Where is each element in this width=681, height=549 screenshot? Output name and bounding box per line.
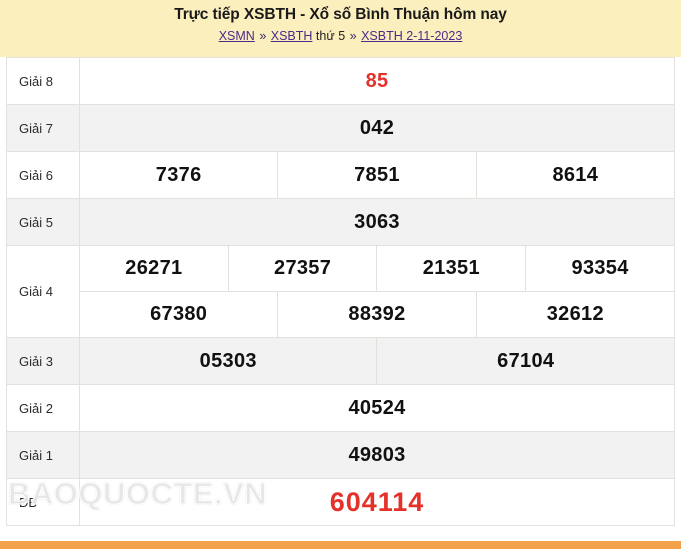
- prize-number-giai-6-1: 7376: [78, 151, 279, 199]
- table-row: ĐB 604114: [6, 478, 675, 526]
- prize-number-giai-4-2: 27357: [227, 245, 378, 292]
- bottom-accent-bar: [0, 541, 681, 549]
- prize-number-giai-5-1: 3063: [79, 198, 675, 246]
- page-header: Trực tiếp XSBTH - Xổ số Bình Thuận hôm n…: [0, 0, 681, 57]
- prize-label-giai-8: Giải 8: [6, 57, 80, 105]
- table-row: Giải 7 042: [6, 104, 675, 152]
- prize-number-giai-4-3: 21351: [376, 245, 527, 292]
- table-row: Giải 5 3063: [6, 198, 675, 246]
- prize-number-giai-3-1: 05303: [78, 337, 378, 385]
- prize-label-giai-3: Giải 3: [6, 337, 80, 385]
- prize-label-giai-7: Giải 7: [6, 104, 80, 152]
- prize-label-db: ĐB: [6, 478, 80, 526]
- prize-number-giai-4-5: 67380: [78, 291, 279, 338]
- table-row: 67380 88392 32612: [6, 291, 676, 338]
- table-row: Giải 8 85: [6, 57, 675, 105]
- results-table-wrapper: Giải 8 85 Giải 7 042 Giải 6 7376 7851 86…: [0, 57, 681, 526]
- prize-number-giai-6-3: 8614: [475, 151, 676, 199]
- prize-label-giai-5: Giải 5: [6, 198, 80, 246]
- prize-number-giai-1-1: 49803: [79, 431, 675, 479]
- prize-number-giai-4-1: 26271: [79, 245, 229, 292]
- table-row: Giải 4 26271 27357 21351 93354: [6, 245, 675, 338]
- breadcrumb-separator-1: »: [259, 29, 267, 43]
- prize-number-giai-3-2: 67104: [376, 337, 675, 385]
- prize-number-db-1: 604114: [79, 478, 675, 526]
- prize-number-giai-6-2: 7851: [277, 151, 477, 199]
- lottery-results-table: Giải 8 85 Giải 7 042 Giải 6 7376 7851 86…: [6, 57, 676, 526]
- breadcrumb-link-xsbth[interactable]: XSBTH: [270, 29, 313, 43]
- prize-number-giai-4-6: 88392: [277, 291, 477, 338]
- prize-number-giai-4-7: 32612: [475, 291, 676, 338]
- table-row: Giải 2 40524: [6, 384, 675, 432]
- prize-number-giai-8-1: 85: [79, 57, 675, 105]
- prize-number-giai-2-1: 40524: [79, 384, 675, 432]
- breadcrumb: XSMN » XSBTH thứ 5 » XSBTH 2-11-2023: [0, 28, 681, 44]
- breadcrumb-weekday: thứ 5: [315, 29, 346, 43]
- page-title: Trực tiếp XSBTH - Xổ số Bình Thuận hôm n…: [174, 6, 507, 23]
- table-row: Giải 6 7376 7851 8614: [6, 151, 676, 199]
- prize-label-giai-1: Giải 1: [6, 431, 80, 479]
- table-row: Giải 3 05303 67104: [6, 337, 675, 385]
- breadcrumb-link-xsmn[interactable]: XSMN: [218, 29, 255, 43]
- breadcrumb-link-xsbth-date[interactable]: XSBTH 2-11-2023: [361, 29, 463, 43]
- prize-label-giai-4: Giải 4: [6, 245, 80, 338]
- prize-number-giai-4-4: 93354: [525, 245, 675, 292]
- breadcrumb-separator-2: »: [349, 29, 357, 43]
- table-row: Giải 1 49803: [6, 431, 675, 479]
- prize-number-giai-7-1: 042: [79, 104, 675, 152]
- prize-label-giai-2: Giải 2: [6, 384, 80, 432]
- prize-label-giai-6: Giải 6: [6, 151, 80, 199]
